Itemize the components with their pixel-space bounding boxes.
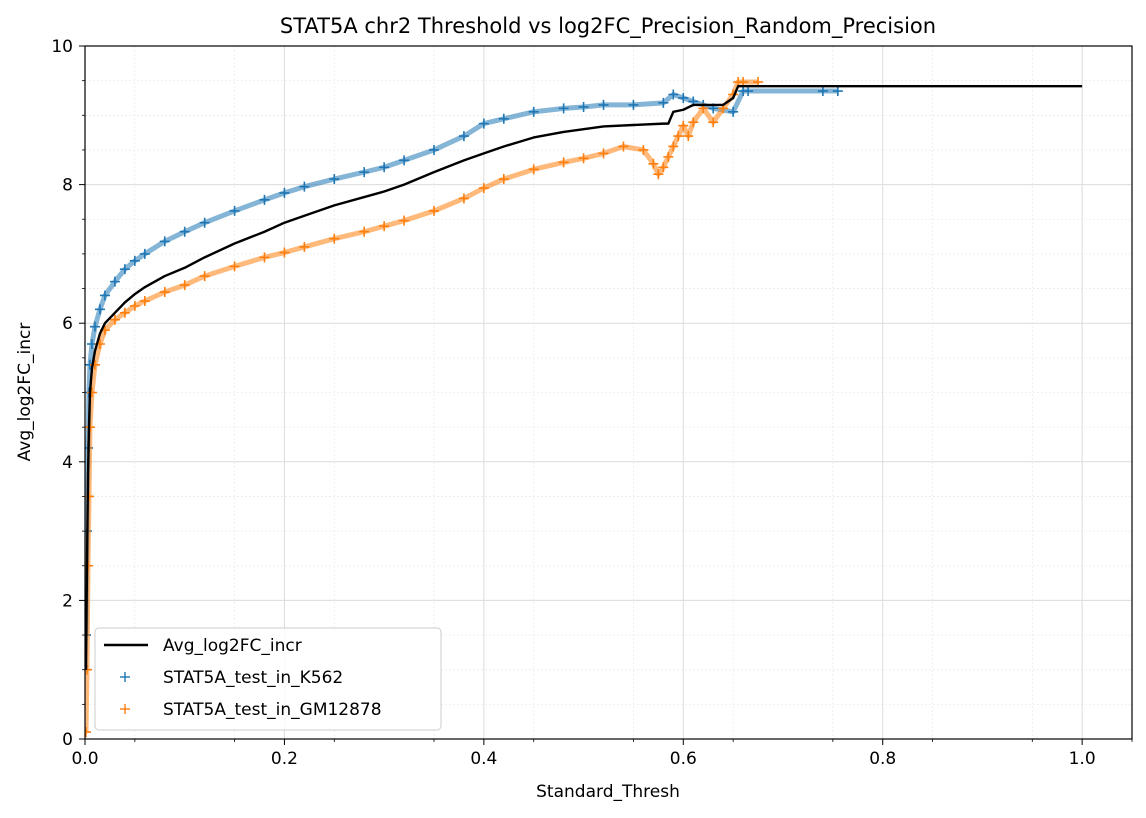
legend-box bbox=[94, 627, 442, 731]
y-tick-label: 4 bbox=[62, 453, 73, 473]
series-2-points bbox=[85, 77, 764, 738]
y-tick-label: 0 bbox=[62, 730, 73, 750]
major-grid bbox=[84, 45, 1132, 740]
y-tick-label: 8 bbox=[62, 176, 73, 196]
legend-label-k562: STAT5A_test_in_K562 bbox=[163, 668, 343, 688]
x-tick-label: 0.6 bbox=[670, 749, 697, 769]
x-axis-ticks: 0.0 0.2 0.4 0.6 0.8 1.0 bbox=[71, 739, 1133, 769]
scatter-trace bbox=[85, 88, 838, 636]
x-tick-label: 1.0 bbox=[1069, 749, 1096, 769]
x-tick-label: 0.2 bbox=[271, 749, 298, 769]
legend-marker-k562 bbox=[120, 672, 130, 682]
scatter-trace bbox=[85, 79, 759, 733]
chart-title: STAT5A chr2 Threshold vs log2FC_Precisio… bbox=[280, 14, 936, 39]
x-tick-label: 0.8 bbox=[869, 749, 896, 769]
legend-marker-gm12878 bbox=[120, 704, 130, 714]
y-axis-ticks: 0 2 4 6 8 10 bbox=[51, 37, 85, 750]
minor-grid bbox=[85, 46, 1133, 739]
legend-label-gm12878: STAT5A_test_in_GM12878 bbox=[163, 700, 382, 720]
y-tick-label: 2 bbox=[62, 591, 73, 611]
legend: Avg_log2FC_incr STAT5A_test_in_K562 STAT… bbox=[94, 627, 442, 731]
y-tick-label: 6 bbox=[62, 314, 73, 334]
legend-label-avg: Avg_log2FC_incr bbox=[163, 636, 302, 656]
data-layer bbox=[85, 77, 1083, 738]
x-tick-label: 0.0 bbox=[71, 749, 98, 769]
y-tick-label: 10 bbox=[51, 37, 73, 57]
x-tick-label: 0.4 bbox=[470, 749, 497, 769]
series-1-points bbox=[85, 86, 843, 641]
line-series-avg bbox=[85, 84, 1083, 670]
x-axis-label: Standard_Thresh bbox=[536, 782, 680, 802]
y-axis-label: Avg_log2FC_incr bbox=[15, 323, 35, 462]
